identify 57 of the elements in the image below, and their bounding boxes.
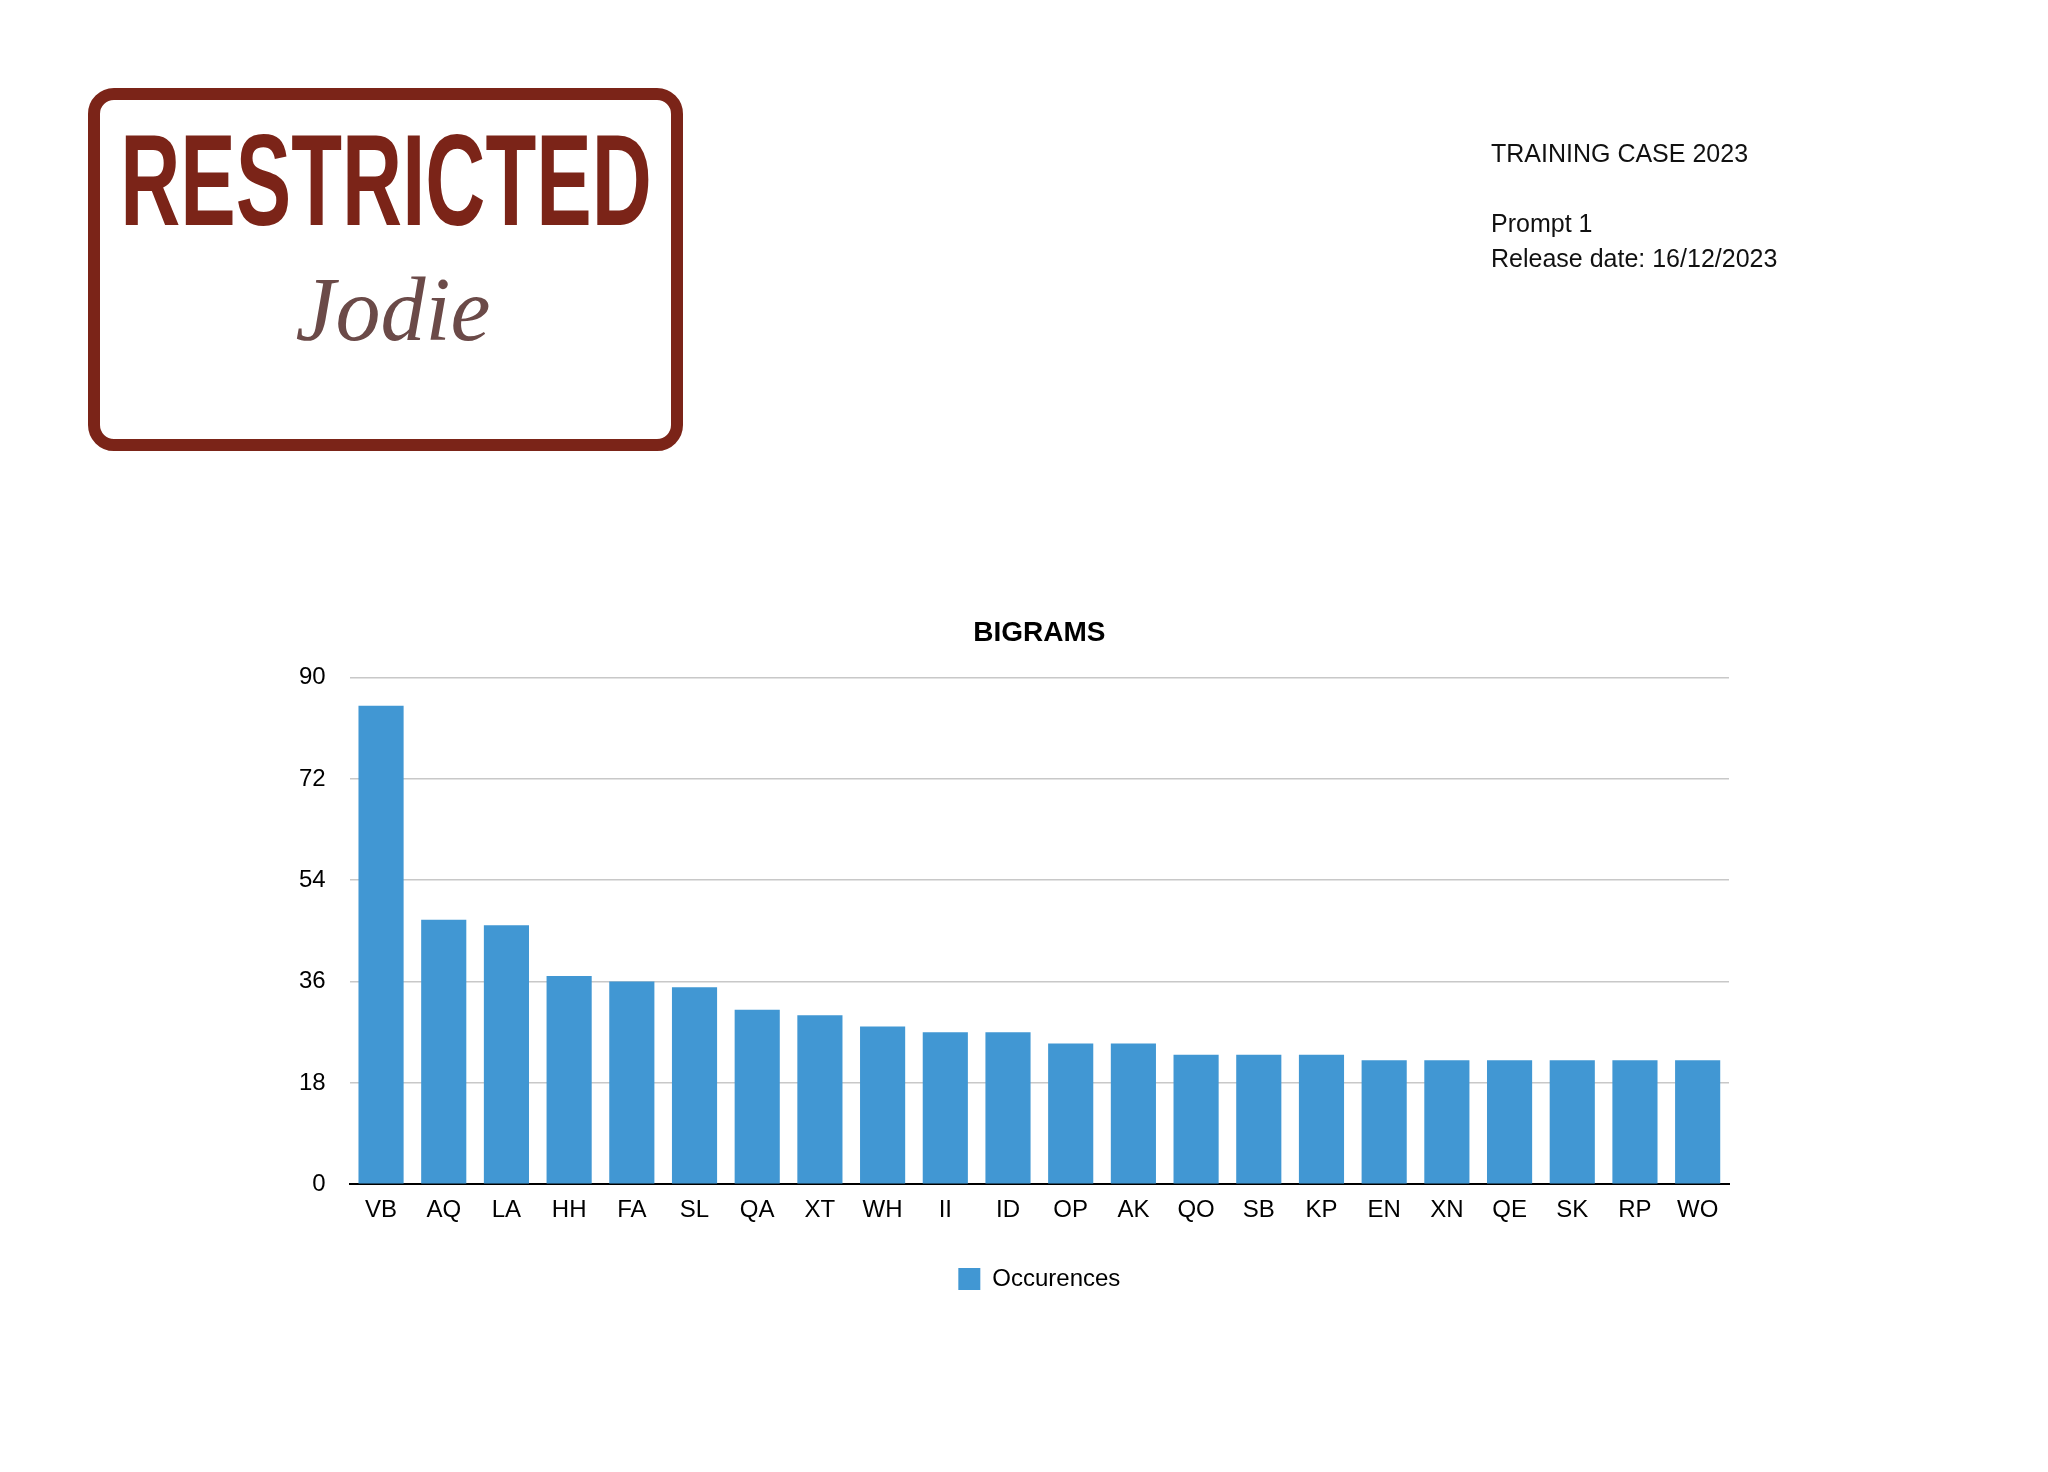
bar (1424, 1060, 1470, 1184)
y-tick-label: 54 (298, 864, 326, 892)
bar (1048, 1043, 1094, 1184)
bar (609, 981, 655, 1184)
y-tick-label: 0 (312, 1168, 326, 1196)
bar (1549, 1060, 1595, 1184)
x-tick-label: FA (617, 1195, 647, 1223)
bar (1361, 1060, 1407, 1184)
bar (358, 705, 404, 1184)
bar (1110, 1043, 1156, 1184)
y-tick-label: 36 (298, 966, 326, 994)
text: Jodie (295, 260, 491, 359)
x-tick-label: SB (1242, 1195, 1275, 1223)
x-tick-label: LA (491, 1195, 522, 1223)
text: Release date: 16/12/2023 (1491, 243, 1778, 274)
bar (1675, 1060, 1721, 1184)
x-tick-label: WH (862, 1195, 903, 1223)
text: Prompt 1 (1491, 208, 1594, 239)
x-tick-label: VB (365, 1195, 398, 1223)
x-tick-label: QA (739, 1195, 775, 1223)
bar (421, 919, 467, 1184)
x-tick-label: RP (1618, 1195, 1652, 1223)
bar (734, 1009, 780, 1184)
bar (797, 1015, 843, 1184)
y-tick-label: 18 (298, 1067, 326, 1095)
x-tick-label: ID (996, 1195, 1020, 1223)
x-tick-label: SK (1556, 1195, 1589, 1223)
bar (483, 925, 530, 1184)
x-tick-label: SL (679, 1195, 710, 1223)
bar (1612, 1060, 1658, 1184)
y-tick-label: 72 (298, 763, 326, 791)
x-tick-label: XT (804, 1195, 836, 1223)
x-tick-label: QE (1492, 1195, 1527, 1223)
x-tick-label: OP (1053, 1195, 1089, 1223)
legend-label: Occurences (992, 1263, 1121, 1291)
x-tick-label: AK (1117, 1195, 1150, 1223)
bar (985, 1032, 1031, 1184)
bar (860, 1026, 906, 1184)
x-tick-label: EN (1367, 1195, 1401, 1223)
bar (671, 987, 718, 1184)
text: RESTRICTED (120, 107, 652, 253)
chart-title: BIGRAMS (973, 615, 1106, 647)
x-tick-label: WO (1676, 1195, 1719, 1223)
bar (1487, 1060, 1533, 1184)
x-tick-label: AQ (426, 1195, 462, 1223)
y-tick-label: 90 (298, 662, 326, 690)
text: TRAINING CASE 2023 (1491, 138, 1750, 169)
bar (1173, 1054, 1219, 1184)
x-tick-label: HH (551, 1195, 587, 1223)
x-tick-label: II (938, 1195, 952, 1223)
x-tick-label: QO (1177, 1195, 1215, 1223)
x-tick-label: KP (1305, 1195, 1338, 1223)
bar (1236, 1054, 1282, 1184)
x-tick-label: XN (1430, 1195, 1464, 1223)
bar (1298, 1054, 1345, 1184)
bar (922, 1032, 968, 1184)
bar (546, 975, 592, 1184)
